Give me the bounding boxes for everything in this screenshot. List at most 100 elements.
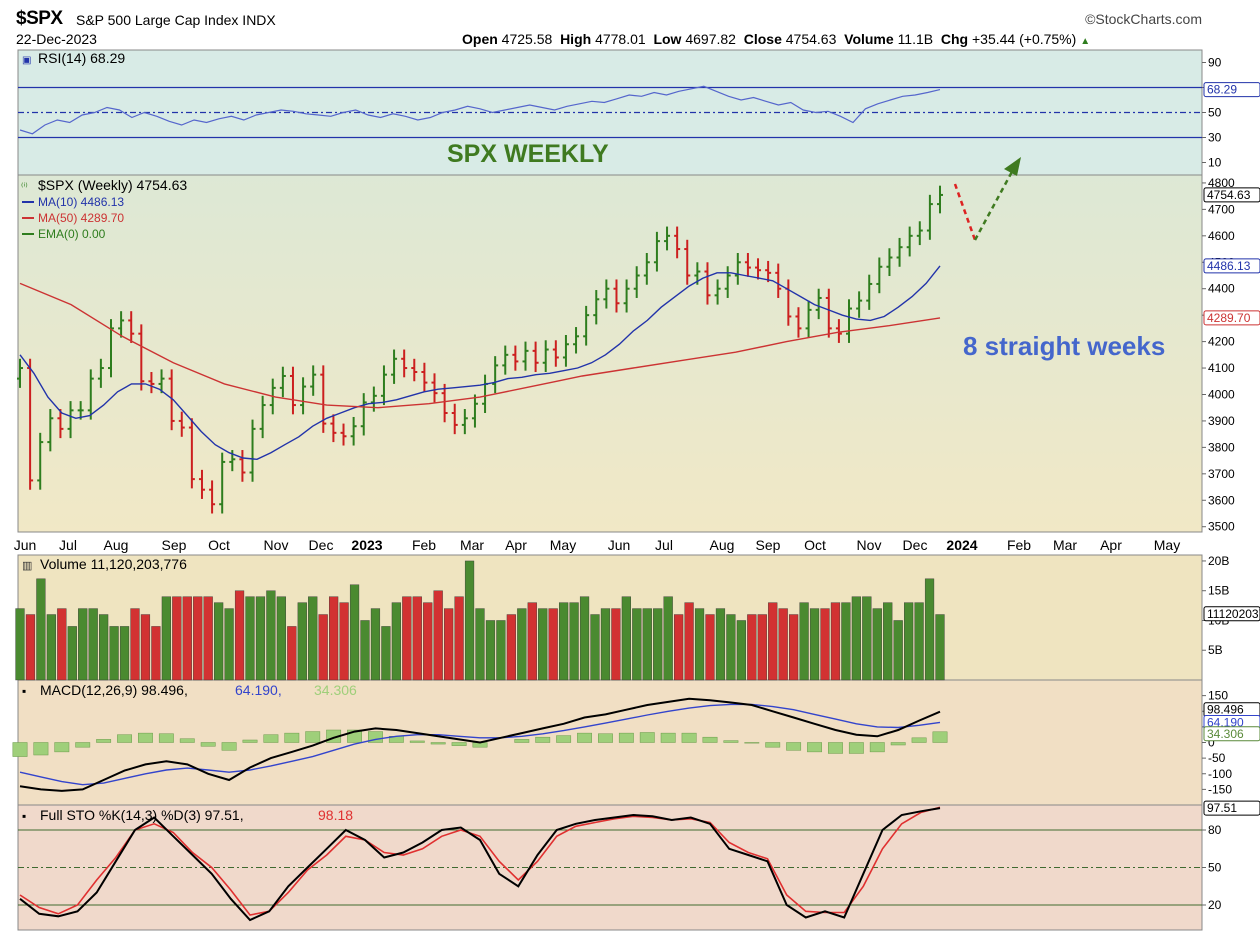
volume-bar [255, 596, 266, 681]
volume-last-value: 11120203776 [1207, 607, 1260, 621]
histogram-last-value: 34.306 [1207, 727, 1244, 741]
volume-bar [621, 596, 631, 681]
stochastic-tick-label: 20 [1208, 898, 1222, 912]
macd-histogram-bar [639, 732, 655, 743]
rsi-tick-label: 10 [1208, 156, 1222, 170]
volume-bar [78, 608, 88, 681]
macd-histogram-bar [117, 734, 132, 743]
volume-bar [569, 602, 579, 681]
volume-bar [412, 596, 422, 681]
volume-bar [444, 608, 454, 681]
volume-bar [266, 590, 276, 681]
x-axis-label: 2024 [946, 537, 977, 553]
macd-line [19, 697, 941, 792]
chg-label: Chg [940, 31, 969, 47]
volume-bar [757, 614, 767, 681]
volume-bar [506, 614, 516, 681]
macd-histogram-bar [514, 739, 530, 743]
macd-histogram-bar [911, 737, 927, 743]
volume-bar [349, 584, 360, 681]
volume-bar [726, 614, 736, 681]
x-axis-label: Nov [264, 537, 289, 553]
volume-bar [339, 602, 349, 681]
ma50-last-value-box [1203, 310, 1260, 326]
chart-date: 22-Dec-2023 [16, 31, 97, 47]
ma50-last-value: 4289.70 [1207, 311, 1251, 325]
volume-bar [579, 596, 590, 681]
x-axis-label: Jul [655, 537, 673, 553]
volume-bar [496, 620, 506, 681]
sto-legend-icon: ▪ [22, 809, 26, 823]
x-axis-label: Feb [1007, 537, 1031, 553]
volume-bar [161, 596, 171, 681]
price-tick-label: 4000 [1208, 387, 1235, 401]
volume-bar [172, 596, 182, 681]
x-axis-label: Apr [1100, 537, 1122, 553]
volume-bar [768, 602, 778, 681]
volume-bar [694, 608, 705, 681]
macd-tick-label: -100 [1208, 767, 1232, 781]
chg-value: +35.44 (+0.75%) [972, 31, 1077, 47]
volume-bar [391, 602, 401, 681]
volume-bar [402, 596, 412, 681]
volume-bar [527, 602, 537, 681]
volume-bar [360, 620, 370, 681]
price-tick-label: 3800 [1208, 440, 1235, 454]
macd-histogram-bar [932, 731, 948, 743]
ma10-last-value-box [1203, 258, 1260, 274]
volume-bar [705, 614, 715, 681]
rsi-last-value: 68.29 [1207, 83, 1237, 97]
volume-value: 11.1B [897, 31, 934, 47]
macd-histogram-bar [744, 742, 760, 744]
x-axis-label: Mar [460, 537, 484, 553]
macd-legend: MACD(12,26,9) 98.496, [40, 682, 188, 698]
rsi-legend: RSI(14) 68.29 [38, 50, 125, 66]
sto-last-value: 97.51 [1207, 801, 1237, 815]
signal-last-value: 64.190 [1207, 715, 1244, 729]
x-axis-label: Mar [1053, 537, 1077, 553]
volume-bar [862, 596, 872, 681]
volume-tick-label: 5B [1208, 643, 1223, 657]
volume-bar [297, 602, 307, 681]
volume-bar [193, 596, 203, 681]
price-tick-label: 4700 [1208, 202, 1235, 216]
volume-bar [642, 608, 652, 681]
stockcharts-logo[interactable]: ©StockCharts.com [1085, 11, 1202, 27]
open-label: Open [462, 31, 498, 47]
volume-bar [611, 608, 621, 681]
macd-legend-icon: ▪ [22, 684, 26, 698]
volume-tick-label: 20B [1208, 554, 1229, 568]
price-legend-item: $SPX (Weekly) 4754.63 [38, 177, 187, 193]
price-tick-label: 4400 [1208, 282, 1235, 296]
volume-bar [893, 620, 903, 681]
volume-bar [559, 602, 569, 681]
volume-bar [140, 614, 151, 681]
price-legend-item: EMA(0) 0.00 [38, 227, 106, 241]
x-axis-label: Apr [505, 537, 527, 553]
macd-histogram-bar [807, 742, 822, 753]
rsi-tick-label: 90 [1208, 56, 1222, 70]
volume-bar [151, 626, 161, 681]
price-tick-label: 3600 [1208, 493, 1235, 507]
macd-histogram-bar [848, 742, 864, 754]
macd-histogram-bar [451, 742, 467, 746]
histogram-last-value-box [1203, 726, 1260, 742]
x-axis-label: Oct [804, 537, 826, 553]
volume-bar [276, 596, 286, 681]
volume-legend-icon: ▥ [22, 560, 32, 572]
volume-bar [370, 608, 381, 681]
macd-tick-label: -50 [1208, 751, 1226, 765]
panel-frames [17, 49, 1203, 931]
price-tick-label: 3500 [1208, 520, 1235, 534]
volume-bar [454, 596, 464, 681]
macd-histogram-bar [96, 739, 112, 743]
macd-last-value: 98.496 [1207, 703, 1244, 717]
volume-bar [25, 614, 36, 681]
macd-tick-label: 0 [1208, 736, 1215, 750]
close-value: 4754.63 [785, 31, 837, 47]
volume-legend: Volume 11,120,203,776 [40, 556, 187, 572]
volume-bar [872, 608, 882, 681]
volume-bar [590, 614, 600, 681]
macd-histogram-bar [577, 732, 592, 743]
